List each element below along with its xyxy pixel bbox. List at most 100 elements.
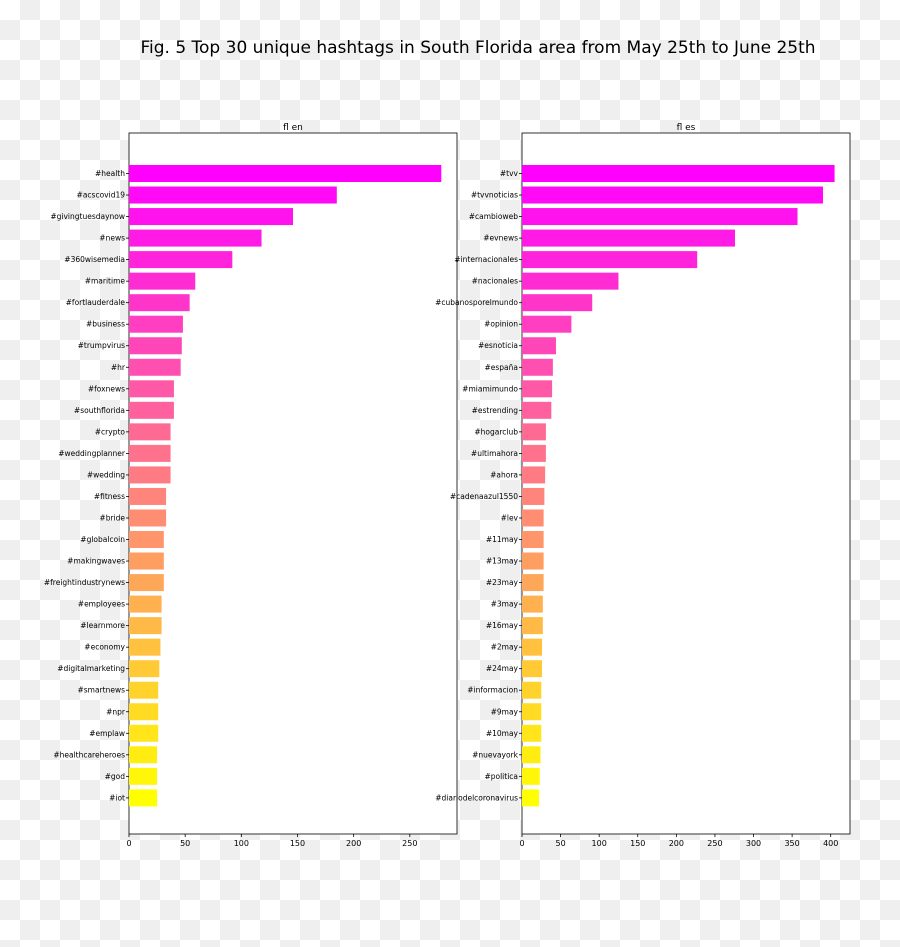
bar bbox=[522, 358, 553, 376]
y-tick-label: #9may bbox=[491, 707, 519, 716]
y-tick-label: #iot bbox=[109, 793, 125, 802]
y-tick-label: #estrending bbox=[472, 406, 519, 415]
y-tick-label: #business bbox=[86, 320, 125, 329]
bar bbox=[522, 724, 542, 742]
x-tick-label: 250 bbox=[402, 839, 417, 848]
y-tick-label: #11may bbox=[486, 535, 519, 544]
bar bbox=[522, 595, 543, 613]
y-tick-label: #miamimundo bbox=[462, 384, 518, 393]
y-tick-label: #digitalmarketing bbox=[57, 664, 125, 673]
bar bbox=[522, 423, 546, 441]
bar bbox=[129, 165, 442, 182]
y-tick-label: #health bbox=[95, 169, 125, 178]
y-tick-label: #fitness bbox=[94, 492, 125, 501]
x-tick-label: 400 bbox=[823, 839, 838, 848]
bar bbox=[522, 509, 544, 527]
bar bbox=[129, 595, 162, 613]
bar bbox=[522, 617, 543, 635]
y-tick-label: #southflorida bbox=[74, 406, 125, 415]
x-tick-label: 200 bbox=[346, 839, 361, 848]
y-tick-label: #nuevayork bbox=[472, 750, 519, 759]
x-tick-label: 250 bbox=[707, 839, 722, 848]
bar bbox=[522, 444, 546, 462]
x-tick-label: 100 bbox=[234, 839, 249, 848]
bar bbox=[129, 617, 162, 635]
x-tick-label: 350 bbox=[784, 839, 799, 848]
y-tick-label: #lev bbox=[501, 513, 519, 522]
y-tick-label: #cubanosporelmundo bbox=[435, 298, 518, 307]
bar bbox=[522, 337, 556, 355]
y-tick-label: #16may bbox=[486, 621, 519, 630]
y-tick-label: #npr bbox=[106, 707, 126, 716]
y-tick-label: #employees bbox=[78, 600, 125, 609]
bar bbox=[129, 552, 164, 570]
y-tick-label: #internacionales bbox=[454, 255, 518, 264]
bar bbox=[522, 208, 798, 226]
bar bbox=[129, 358, 181, 376]
y-tick-label: #crypto bbox=[95, 427, 126, 436]
bar bbox=[522, 638, 543, 656]
y-tick-label: #cadenaazul1550 bbox=[450, 492, 518, 501]
figure-title: Fig. 5 Top 30 unique hashtags in South F… bbox=[140, 38, 815, 58]
bar bbox=[522, 272, 619, 290]
y-tick-label: #hogarclub bbox=[474, 427, 518, 436]
bar bbox=[522, 380, 553, 398]
bar bbox=[522, 531, 544, 549]
x-tick-label: 0 bbox=[519, 839, 524, 848]
bar bbox=[522, 251, 698, 269]
bar bbox=[129, 401, 174, 419]
y-tick-label: #givingtuesdaynow bbox=[50, 212, 125, 221]
y-tick-label: #diariodelcoronavirus bbox=[435, 793, 518, 802]
bar bbox=[129, 423, 171, 441]
bar bbox=[522, 767, 540, 785]
bar bbox=[522, 487, 545, 505]
bar bbox=[129, 746, 158, 764]
y-tick-label: #god bbox=[105, 772, 126, 781]
bar bbox=[129, 660, 160, 678]
y-tick-label: #3may bbox=[491, 600, 519, 609]
bar bbox=[129, 229, 262, 247]
bar bbox=[129, 186, 337, 204]
bar bbox=[522, 315, 572, 333]
y-tick-label: #learnmore bbox=[80, 621, 125, 630]
y-tick-label: #cambioweb bbox=[469, 212, 518, 221]
panel-title: fl es bbox=[677, 123, 696, 133]
bar bbox=[129, 703, 159, 721]
y-tick-label: #fortlauderdale bbox=[66, 298, 126, 307]
y-tick-label: #weddingplanner bbox=[58, 449, 126, 458]
y-tick-label: #opinion bbox=[484, 320, 518, 329]
y-tick-label: #hr bbox=[111, 363, 126, 372]
bar bbox=[129, 380, 174, 398]
bar bbox=[129, 789, 158, 807]
bar bbox=[129, 531, 164, 549]
bar bbox=[129, 681, 159, 699]
bar bbox=[522, 401, 552, 419]
bar bbox=[522, 294, 593, 312]
bar bbox=[129, 294, 190, 312]
y-tick-label: #news bbox=[99, 234, 125, 243]
bar bbox=[129, 724, 159, 742]
y-tick-label: #globalcoin bbox=[80, 535, 125, 544]
bar bbox=[522, 466, 546, 484]
y-tick-label: #politica bbox=[484, 772, 518, 781]
x-tick-label: 50 bbox=[180, 839, 190, 848]
panel-title: fl en bbox=[283, 123, 303, 133]
y-tick-label: #healthcareheroes bbox=[53, 750, 125, 759]
bar bbox=[129, 638, 161, 656]
bar bbox=[522, 165, 835, 182]
y-tick-label: #bride bbox=[99, 513, 125, 522]
y-tick-label: #360wisemedia bbox=[64, 255, 125, 264]
y-tick-label: #nacionales bbox=[472, 277, 518, 286]
axes-frame bbox=[521, 132, 851, 835]
x-tick-label: 200 bbox=[669, 839, 684, 848]
y-tick-label: #economy bbox=[84, 643, 125, 652]
y-tick-label: #10may bbox=[486, 729, 519, 738]
x-tick-label: 150 bbox=[290, 839, 305, 848]
y-tick-label: #esnoticia bbox=[478, 341, 518, 350]
y-tick-label: #trumpvirus bbox=[78, 341, 125, 350]
y-tick-label: #foxnews bbox=[88, 384, 125, 393]
y-tick-label: #evnews bbox=[483, 234, 518, 243]
bar bbox=[129, 208, 293, 226]
